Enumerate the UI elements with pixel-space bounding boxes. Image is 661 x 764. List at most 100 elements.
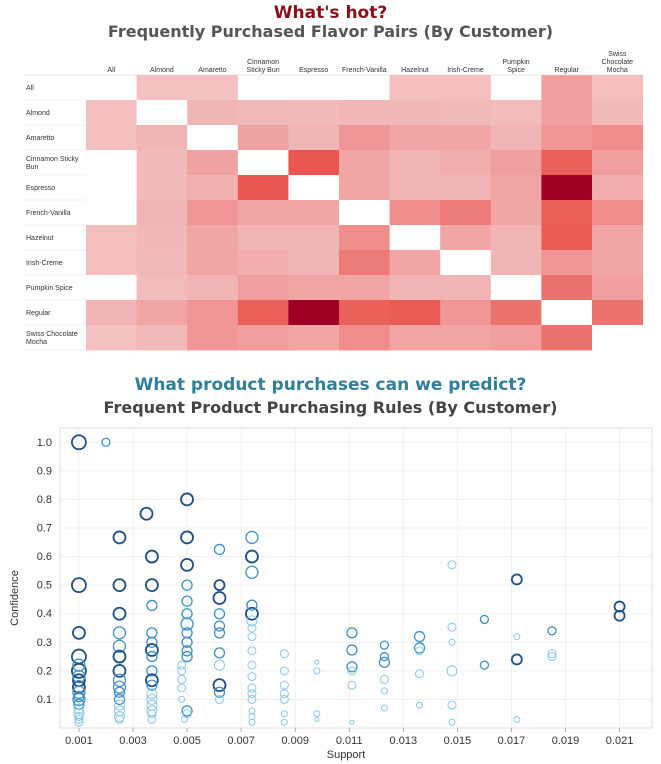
- heatmap-cell: [440, 300, 492, 326]
- rule-point: [181, 650, 193, 663]
- rule-point: [139, 506, 154, 521]
- heatmap-cell: [288, 275, 340, 301]
- heatmap-cell: [440, 325, 492, 351]
- rule-point: [279, 680, 289, 690]
- rule-point: [145, 578, 159, 593]
- y-tick-label: 1.0: [37, 437, 52, 449]
- row-label: Irish-Creme: [26, 260, 63, 267]
- rule-point: [416, 701, 424, 709]
- rule-point: [145, 643, 159, 657]
- row-label: Pumpkin Spice: [26, 285, 73, 292]
- rule-point: [181, 645, 193, 657]
- heatmap-cell: [490, 100, 542, 126]
- column-label: French-Vanilla: [342, 67, 387, 74]
- heatmap-cell: [288, 250, 340, 276]
- rule-point: [146, 679, 158, 691]
- heatmap-cell: [490, 225, 542, 251]
- row-label: Espresso: [26, 185, 55, 192]
- heatmap-cell: [86, 75, 137, 101]
- heatmap-cell: [592, 275, 643, 301]
- rule-point: [346, 661, 358, 673]
- heatmap-cell: [288, 150, 340, 176]
- column-label: Pumpkin Spice: [502, 59, 529, 74]
- rule-point: [247, 683, 257, 693]
- heatmap-cell: [490, 250, 542, 276]
- y-tick-label: 0.2: [37, 665, 52, 677]
- rule-point: [547, 626, 557, 636]
- rule-point: [180, 715, 188, 723]
- rule-point: [71, 662, 87, 679]
- heatmap-subtitle: Frequently Purchased Flavor Pairs (By Cu…: [107, 22, 554, 41]
- heatmap-cell: [541, 150, 593, 176]
- heatmap-cell: [288, 325, 340, 351]
- scatter-title: What product purchases can we predict?: [134, 375, 527, 395]
- rule-point: [212, 678, 227, 693]
- rule-point: [279, 689, 289, 699]
- rule-point: [415, 646, 425, 656]
- rule-point: [177, 666, 187, 676]
- heatmap-cell: [389, 325, 441, 351]
- rule-point: [145, 549, 159, 564]
- rule-point: [448, 718, 456, 726]
- rule-point: [280, 718, 288, 726]
- rule-point: [146, 636, 158, 648]
- rule-point: [72, 625, 86, 640]
- x-tick-label: 0.009: [281, 735, 309, 747]
- heatmap-cell: [592, 125, 643, 151]
- heatmap-cell: [389, 100, 441, 126]
- heatmap-cell: [237, 250, 289, 276]
- rule-point: [510, 573, 523, 586]
- rule-point: [245, 530, 259, 545]
- heatmap-cell: [187, 225, 239, 251]
- x-tick-label: 0.015: [444, 735, 472, 747]
- heatmap-cell: [187, 100, 239, 126]
- heatmap-cell: [86, 200, 137, 226]
- column-label: Irish-Creme: [447, 67, 484, 74]
- rule-point: [247, 689, 257, 699]
- heatmap-cell: [187, 300, 239, 326]
- rule-point: [114, 714, 124, 724]
- heatmap-cell: [288, 100, 340, 126]
- rule-point: [245, 606, 259, 621]
- heatmap-cell: [389, 175, 441, 201]
- rule-point: [146, 599, 158, 612]
- rule-point: [180, 557, 194, 572]
- heatmap-cell: [490, 200, 542, 226]
- heatmap-cell: [541, 175, 593, 201]
- heatmap-cell: [339, 325, 390, 351]
- heatmap-cell: [592, 75, 643, 101]
- heatmap-cell: [490, 75, 542, 101]
- heatmap-cell: [86, 275, 137, 301]
- rule-point: [147, 714, 157, 724]
- heatmap-cell: [490, 325, 542, 351]
- rule-point: [112, 663, 127, 678]
- x-tick-label: 0.003: [119, 735, 147, 747]
- heatmap-cell: [288, 175, 340, 201]
- heatmap-cell: [237, 275, 289, 301]
- heatmap-cell: [440, 75, 492, 101]
- rule-point: [314, 659, 320, 665]
- heatmap-cell: [136, 150, 188, 176]
- rule-point: [212, 591, 227, 605]
- rule-point: [247, 660, 257, 670]
- heatmap-cell: [339, 300, 390, 326]
- heatmap-cell: [440, 125, 492, 151]
- rule-point: [447, 622, 457, 632]
- heatmap-cell: [440, 150, 492, 176]
- rule-point: [71, 434, 87, 451]
- rule-point: [180, 617, 194, 631]
- x-tick-label: 0.005: [173, 735, 201, 747]
- rule-point: [247, 632, 257, 642]
- rule-point: [177, 660, 187, 670]
- heatmap-cell: [490, 300, 542, 326]
- row-label: French-Vanilla: [26, 210, 71, 217]
- heatmap-cell: [592, 175, 643, 201]
- rule-point: [181, 595, 193, 607]
- rule-point: [74, 717, 84, 727]
- rule-point: [547, 652, 557, 662]
- heatmap-cell: [490, 150, 542, 176]
- row-label: All: [26, 85, 34, 92]
- heatmap-cell: [339, 150, 390, 176]
- rule-point: [74, 714, 84, 724]
- heatmap-cell: [86, 175, 137, 201]
